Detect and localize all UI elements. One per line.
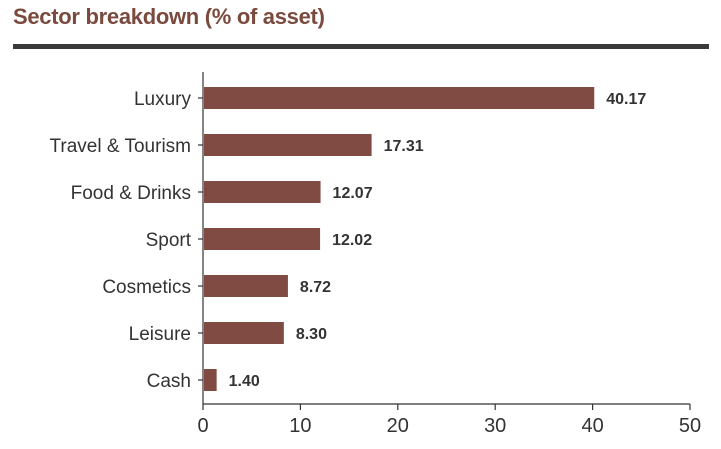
bar	[204, 181, 321, 203]
bar-value-label: 1.40	[229, 373, 260, 390]
bar-value-label: 40.17	[606, 91, 646, 108]
chart-title: Sector breakdown (% of asset)	[13, 4, 325, 29]
x-tick-label: 10	[289, 415, 311, 437]
x-tick-label: 40	[581, 415, 603, 437]
category-label: Travel & Tourism	[50, 136, 191, 157]
category-label: Luxury	[134, 89, 192, 110]
bar	[204, 275, 288, 297]
bar-value-label: 12.02	[332, 232, 372, 249]
bar	[204, 228, 321, 250]
category-label: Cash	[147, 371, 191, 392]
bar-value-label: 8.30	[296, 326, 327, 343]
category-label: Leisure	[129, 324, 191, 345]
x-tick-label: 50	[679, 415, 701, 437]
x-tick-label: 0	[197, 415, 208, 437]
x-tick-label: 20	[387, 415, 409, 437]
bar	[204, 134, 372, 156]
bar	[204, 87, 595, 109]
bar	[204, 322, 284, 344]
x-tick-label: 30	[484, 415, 506, 437]
bar	[204, 369, 217, 391]
category-label: Food & Drinks	[71, 183, 191, 204]
category-label: Sport	[146, 230, 192, 251]
bar-value-label: 8.72	[300, 279, 331, 296]
bar-value-label: 12.07	[333, 185, 373, 202]
bar-value-label: 17.31	[384, 138, 424, 155]
category-label: Cosmetics	[102, 277, 191, 298]
title-underline	[13, 44, 709, 49]
